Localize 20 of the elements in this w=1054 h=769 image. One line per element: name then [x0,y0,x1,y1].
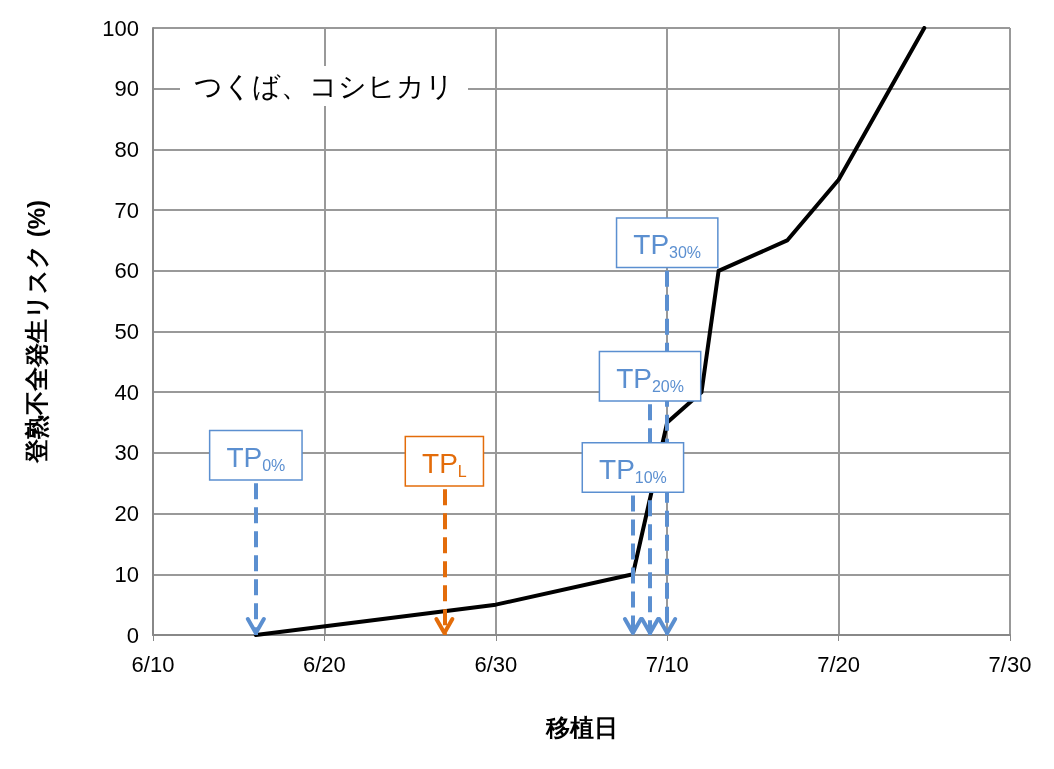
x-axis-title: 移植日 [544,713,618,741]
y-tick-label: 100 [102,15,139,41]
x-tick-label: 7/20 [817,651,861,677]
y-tick-label: 10 [114,561,139,587]
annotation: つくば、コシヒカリ [194,70,454,102]
y-tick-label: 90 [114,76,139,102]
y-tick-label: 20 [114,501,139,527]
x-tick-label: 6/20 [302,651,346,677]
y-tick-label: 80 [114,136,139,162]
y-tick-label: 60 [114,258,139,284]
y-tick-label: 70 [114,197,139,223]
y-tick-label: 40 [114,379,139,405]
y-tick-label: 50 [114,319,139,344]
y-tick-label: 30 [114,440,139,466]
y-tick-label: 0 [126,622,139,648]
y-axis-title: 登熟不全発生リスク (%) [22,200,50,464]
x-tick-label: 7/10 [645,651,689,677]
x-tick-label: 6/10 [131,651,175,677]
x-tick-label: 6/30 [474,651,518,677]
x-tick-label: 7/30 [988,651,1032,677]
